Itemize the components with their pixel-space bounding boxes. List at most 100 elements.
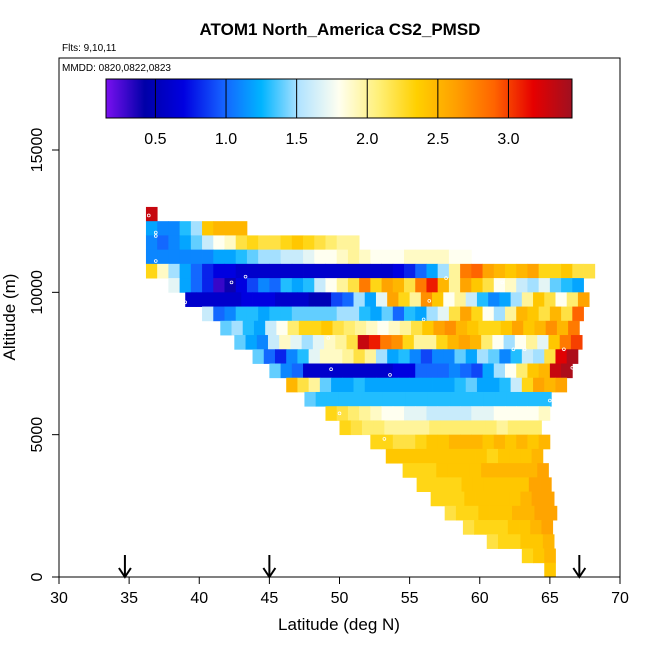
sample-point	[329, 367, 333, 371]
heatmap-cell	[427, 477, 440, 492]
heatmap-cell	[432, 377, 444, 393]
heatmap-cell	[336, 235, 349, 251]
heatmap-cell	[544, 562, 556, 578]
heatmap-cell	[360, 391, 373, 407]
heatmap-cell	[503, 463, 516, 478]
heatmap-cell	[377, 320, 389, 336]
down-arrow-icon	[572, 555, 587, 579]
heatmap-cell	[465, 349, 478, 364]
heatmap-cell	[527, 434, 540, 450]
heatmap-cell	[461, 477, 474, 492]
heatmap-cell	[258, 278, 270, 293]
heatmap-cell	[507, 420, 520, 436]
heatmap-cell	[321, 320, 333, 336]
heatmap-cell	[544, 349, 556, 364]
heatmap-cell	[426, 278, 439, 293]
heatmap-cell	[504, 278, 517, 293]
heatmap-cell	[274, 292, 287, 307]
heatmap-cell	[359, 249, 371, 265]
heatmap-cell	[224, 306, 237, 322]
sample-point	[601, 281, 605, 286]
heatmap-cell	[472, 477, 485, 492]
heatmap-cell	[391, 335, 404, 350]
heatmap-cell	[460, 363, 472, 379]
heatmap-cell	[392, 278, 405, 293]
heatmap-cell	[213, 235, 225, 251]
heatmap-cell	[258, 235, 270, 251]
heatmap-cell	[179, 249, 192, 265]
heatmap-cell	[492, 463, 504, 478]
sample-point	[500, 280, 504, 285]
heatmap-cell	[549, 278, 562, 293]
arrow-head	[262, 567, 277, 579]
heatmap-cell	[314, 306, 326, 322]
heatmap-cell	[375, 349, 388, 364]
heatmap-cell	[486, 534, 499, 549]
heatmap-cell	[381, 263, 394, 279]
heatmap-cell	[231, 320, 244, 336]
heatmap-cell	[326, 391, 339, 407]
heatmap-cell	[572, 306, 584, 322]
heatmap-cell	[514, 463, 527, 478]
y-tick-label: 15000	[29, 128, 46, 173]
sample-point	[388, 373, 392, 377]
heatmap-cell	[544, 292, 556, 307]
heatmap-cell	[453, 448, 465, 464]
heatmap-cell	[419, 448, 432, 464]
heatmap-cell	[368, 335, 381, 350]
heatmap-cell	[482, 406, 495, 421]
heatmap-cell	[319, 377, 332, 393]
heatmap-cell	[280, 363, 293, 379]
heatmap-cell	[235, 221, 248, 236]
arrow-head	[118, 567, 132, 579]
sample-point	[183, 300, 188, 305]
heatmap-cell	[549, 363, 562, 379]
heatmap-cell	[496, 520, 509, 535]
heatmap-cell	[202, 221, 214, 236]
heatmap-cell	[493, 278, 506, 293]
heatmap-cell	[274, 349, 287, 364]
heatmap-cell	[448, 406, 461, 421]
heatmap-cell	[527, 406, 540, 421]
heatmap-cell	[342, 292, 354, 307]
heatmap-cell	[415, 263, 427, 279]
heatmap-cell	[303, 249, 315, 265]
heatmap-cell	[381, 278, 394, 293]
heatmap-cell	[381, 406, 394, 421]
heatmap-cell	[561, 363, 573, 379]
heatmap-cell	[303, 235, 315, 251]
heatmap-cell	[338, 391, 350, 407]
heatmap-cell	[485, 520, 497, 535]
heatmap-cell	[489, 505, 502, 521]
heatmap-cell	[196, 292, 209, 307]
heatmap-cell	[392, 363, 405, 379]
heatmap-cell	[464, 448, 476, 464]
heatmap-cell	[252, 349, 265, 364]
heatmap-cell	[202, 235, 214, 251]
heatmap-cell	[349, 391, 361, 407]
heatmap-cell	[426, 406, 439, 421]
sample-point	[337, 411, 342, 416]
x-tick-label: 45	[260, 590, 278, 607]
heatmap-cell	[335, 335, 347, 350]
heatmap-cell	[516, 306, 528, 322]
heatmap-cell	[493, 363, 506, 379]
heatmap-cell	[235, 235, 248, 251]
heatmap-cell	[336, 306, 349, 322]
heatmap-cell	[145, 221, 158, 236]
y-tick-label: 5000	[29, 417, 46, 453]
heatmap-cell	[359, 263, 371, 279]
heatmap-cell	[179, 235, 192, 251]
heatmap-cell	[416, 391, 429, 407]
heatmap-cell	[404, 249, 416, 265]
heatmap-cell	[488, 349, 500, 364]
heatmap-cell	[464, 491, 476, 507]
heatmap-cell	[347, 278, 360, 293]
sample-point	[421, 317, 426, 322]
heatmap-cell	[303, 363, 315, 379]
heatmap-cell	[331, 377, 343, 393]
heatmap-cell	[290, 335, 303, 350]
heatmap-cell	[387, 377, 399, 393]
heatmap-cell	[381, 306, 394, 322]
